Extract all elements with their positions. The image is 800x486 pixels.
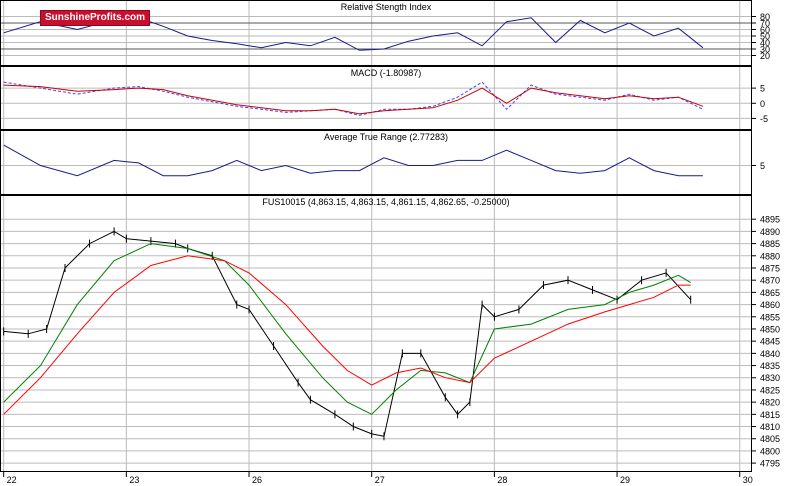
x-tick-label: 28 bbox=[497, 475, 507, 485]
x-tick-label: 29 bbox=[620, 475, 630, 485]
y-tick-label: -5 bbox=[760, 114, 768, 124]
y-tick-label: 4865 bbox=[760, 288, 780, 298]
y-tick-label: 4850 bbox=[760, 324, 780, 334]
x-tick-label: 23 bbox=[129, 475, 139, 485]
moving-average-short bbox=[3, 243, 691, 415]
panel-frame bbox=[0, 195, 752, 472]
y-tick-label: 4880 bbox=[760, 251, 780, 261]
x-tick-label: 27 bbox=[375, 475, 385, 485]
y-tick-label: 80 bbox=[760, 12, 770, 22]
y-tick-label: 4885 bbox=[760, 239, 780, 249]
y-tick-label: 30 bbox=[760, 45, 770, 55]
panel-4: 4795 4800 4805 4810 4815 4820 4825 4830 4835 4840… bbox=[0, 195, 780, 472]
y-tick-label: 4800 bbox=[760, 446, 780, 456]
panel-title: FUS10015 (4,863.15, 4,863.15, 4,861.15, … bbox=[262, 197, 509, 207]
y-tick-label: 4840 bbox=[760, 349, 780, 359]
x-tick-label: 30 bbox=[743, 475, 753, 485]
panel-frame bbox=[0, 130, 752, 195]
panel-2: -5 0 5 MACD (-1.80987) bbox=[0, 66, 768, 130]
y-tick-label: 4815 bbox=[760, 410, 780, 420]
y-tick-label: 5 bbox=[760, 161, 765, 171]
y-tick-label: 4870 bbox=[760, 276, 780, 286]
x-tick-label: 26 bbox=[252, 475, 262, 485]
series-line bbox=[3, 144, 703, 177]
y-tick-label: 20 bbox=[760, 51, 770, 61]
y-tick-label: 5 bbox=[760, 84, 765, 94]
y-tick-label: 4810 bbox=[760, 422, 780, 432]
moving-average-long bbox=[3, 255, 691, 415]
y-tick-label: 4820 bbox=[760, 398, 780, 408]
panel-frame bbox=[0, 0, 752, 66]
panel-title: Average True Range (2.77283) bbox=[324, 132, 448, 142]
y-tick-label: 4855 bbox=[760, 312, 780, 322]
y-tick-label: 4805 bbox=[760, 434, 780, 444]
panel-title: Relative Stength Index bbox=[341, 2, 432, 12]
panel-title: MACD (-1.80987) bbox=[351, 68, 422, 78]
panel-frame bbox=[0, 66, 752, 130]
sunshine-profits-logo: SunshineProfits.com bbox=[40, 10, 151, 26]
y-tick-label: 4895 bbox=[760, 215, 780, 225]
y-tick-label: 4875 bbox=[760, 263, 780, 273]
y-tick-label: 4795 bbox=[760, 459, 780, 469]
x-tick-label: 22 bbox=[7, 475, 17, 485]
y-tick-label: 60 bbox=[760, 25, 770, 35]
y-tick-label: 4830 bbox=[760, 373, 780, 383]
series-line bbox=[3, 17, 704, 51]
y-tick-label: 0 bbox=[760, 99, 765, 109]
y-tick-label: 4860 bbox=[760, 300, 780, 310]
y-tick-label: 70 bbox=[760, 19, 770, 29]
panel-3: 5 Average True Range (2.77283) bbox=[0, 130, 765, 195]
y-tick-label: 4845 bbox=[760, 337, 780, 347]
y-tick-label: 4835 bbox=[760, 361, 780, 371]
y-tick-label: 40 bbox=[760, 38, 770, 48]
y-tick-label: 50 bbox=[760, 32, 770, 42]
macd-line bbox=[3, 84, 704, 115]
y-tick-label: 4890 bbox=[760, 227, 780, 237]
y-tick-label: 4825 bbox=[760, 385, 780, 395]
